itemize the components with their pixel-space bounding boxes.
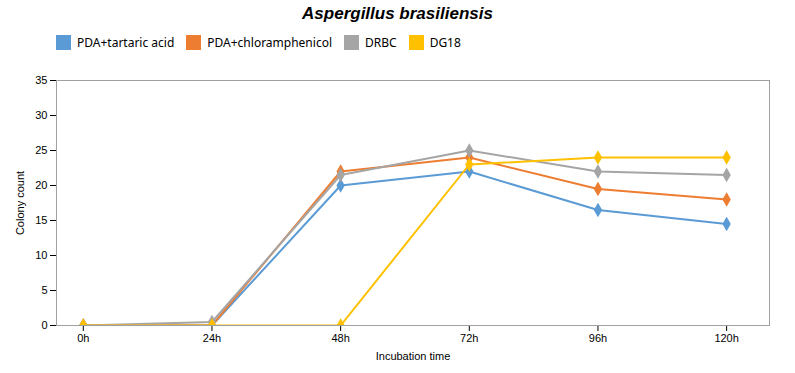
- svg-text:10: 10: [35, 249, 47, 261]
- svg-text:30: 30: [35, 109, 47, 121]
- html-text:DRBC: DRBC: [365, 34, 397, 51]
- svg-text:120h: 120h: [714, 332, 738, 344]
- svg-text:96h: 96h: [589, 332, 607, 344]
- svg-text:Incubation time: Incubation time: [376, 350, 451, 362]
- svg-text:5: 5: [41, 284, 47, 296]
- svg-text:0h: 0h: [77, 332, 89, 344]
- svg-text:48h: 48h: [331, 332, 349, 344]
- svg-text:25: 25: [35, 144, 47, 156]
- svg-text:72h: 72h: [460, 332, 478, 344]
- svg-text:24h: 24h: [203, 332, 221, 344]
- html-text:DG18: DG18: [429, 34, 461, 51]
- svg-text:15: 15: [35, 214, 47, 226]
- html-text:PDA+chloramphenicol: PDA+chloramphenicol: [207, 34, 332, 51]
- svg-text:20: 20: [35, 179, 47, 191]
- html-text:PDA+tartaric acid: PDA+tartaric acid: [77, 34, 175, 51]
- svg-text:Colony count: Colony count: [14, 171, 26, 235]
- html-text:Aspergillus brasiliensis: Aspergillus brasiliensis: [302, 4, 493, 23]
- svg-text:35: 35: [35, 74, 47, 86]
- svg-text:0: 0: [41, 319, 47, 331]
